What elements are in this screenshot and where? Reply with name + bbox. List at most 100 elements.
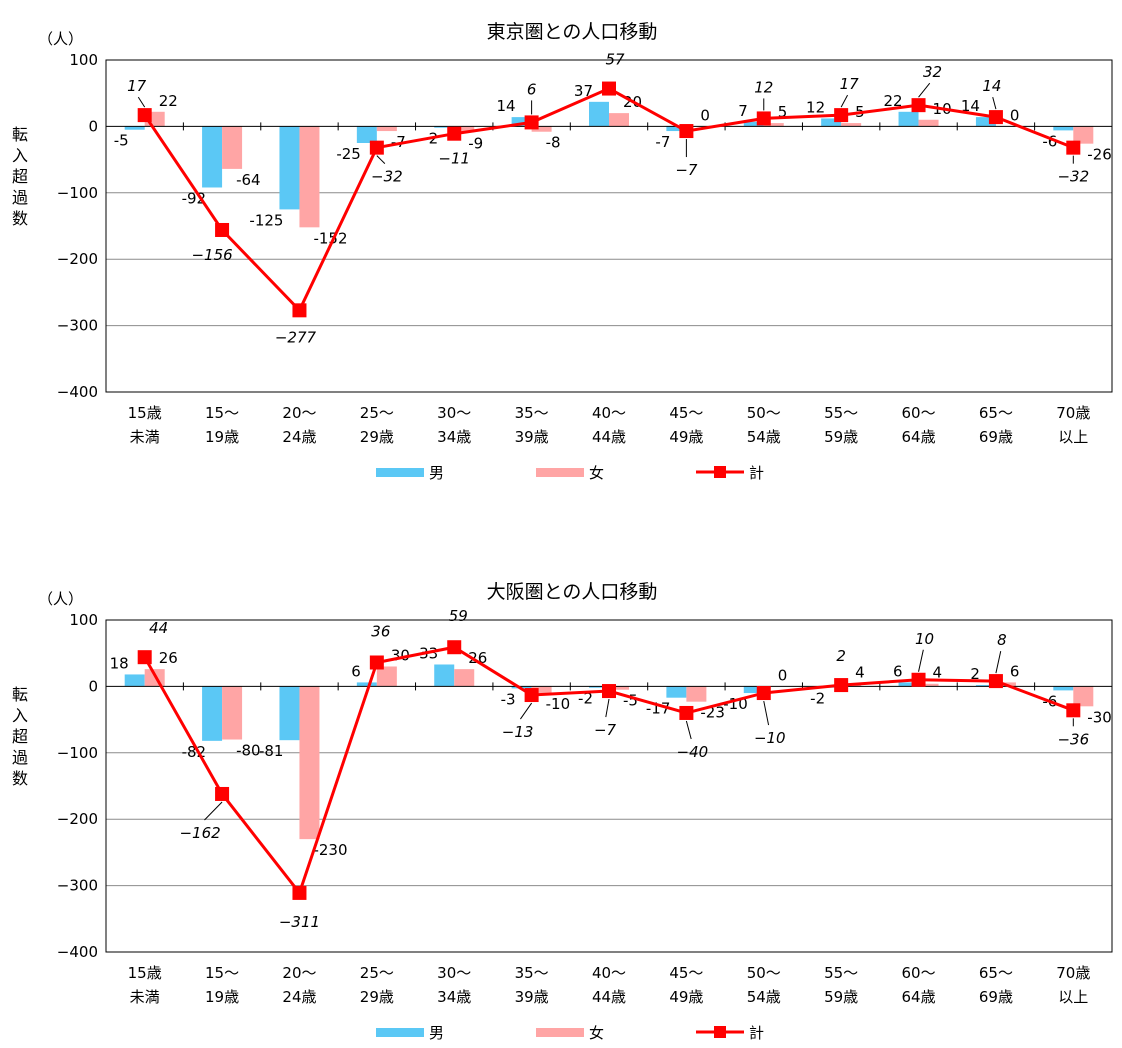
total-marker bbox=[137, 650, 152, 665]
bar-male bbox=[1053, 686, 1074, 691]
data-label-total: 36 bbox=[371, 622, 390, 640]
data-label-male: -25 bbox=[336, 145, 361, 163]
data-label-total: −156 bbox=[191, 246, 232, 264]
leader-line bbox=[763, 700, 770, 726]
leader-line bbox=[918, 82, 931, 98]
bar-male bbox=[589, 101, 609, 127]
y-tick-label: 0 bbox=[88, 677, 98, 695]
total-marker bbox=[834, 678, 849, 693]
x-tick-label: 以上 bbox=[1058, 988, 1088, 1006]
total-marker bbox=[369, 140, 384, 155]
x-tick-label: 34歳 bbox=[437, 988, 471, 1006]
x-tick-label: 30～ bbox=[437, 964, 471, 982]
data-label-female: 5 bbox=[778, 103, 788, 121]
legend-swatch-male bbox=[376, 1028, 424, 1037]
data-label-male: -2 bbox=[810, 690, 825, 708]
data-label-female: -8 bbox=[546, 134, 561, 152]
data-label-female: 26 bbox=[468, 649, 487, 667]
x-tick-label: 20～ bbox=[282, 404, 316, 422]
leader-line bbox=[605, 698, 610, 718]
total-marker bbox=[137, 108, 152, 123]
bar-male bbox=[975, 117, 996, 127]
plot-frame bbox=[105, 59, 1113, 393]
data-label-male: 6 bbox=[893, 662, 903, 680]
legend-swatch-male bbox=[376, 468, 424, 477]
bar-female bbox=[609, 113, 629, 127]
x-tick-label: 20～ bbox=[282, 964, 316, 982]
total-marker bbox=[602, 684, 616, 699]
bar-female bbox=[376, 666, 397, 687]
bar-male bbox=[202, 686, 223, 741]
x-tick-label: 50～ bbox=[747, 964, 781, 982]
leader-line bbox=[685, 720, 692, 740]
legend: 男女計 bbox=[376, 464, 764, 482]
x-tick-label: 65～ bbox=[979, 404, 1013, 422]
y-axis-label-char: 転 bbox=[12, 685, 28, 704]
chart-title: 大阪圏との人口移動 bbox=[487, 581, 658, 603]
total-marker bbox=[369, 655, 384, 670]
bar-male bbox=[666, 126, 687, 132]
bar-female bbox=[454, 669, 475, 687]
total-marker bbox=[215, 222, 230, 237]
x-tick-label: 15～ bbox=[205, 964, 239, 982]
data-label-total: 6 bbox=[527, 80, 537, 98]
x-tick-label: 49歳 bbox=[669, 988, 703, 1006]
data-label-female: 0 bbox=[700, 106, 710, 124]
y-axis-label-char: 過 bbox=[12, 748, 28, 767]
x-tick-label: 40～ bbox=[592, 964, 626, 982]
x-tick-label: 39歳 bbox=[515, 428, 549, 446]
y-tick-label: 100 bbox=[69, 611, 98, 629]
data-label-male: 14 bbox=[961, 97, 980, 115]
legend-label-total: 計 bbox=[749, 1024, 764, 1042]
data-label-male: -3 bbox=[501, 690, 516, 708]
x-tick-label: 24歳 bbox=[282, 988, 316, 1006]
bar-female bbox=[222, 126, 243, 169]
x-tick-label: 45～ bbox=[669, 404, 703, 422]
y-tick-label: −100 bbox=[57, 184, 98, 202]
data-label-total: 8 bbox=[997, 631, 1007, 649]
bar-male bbox=[589, 686, 609, 688]
data-label-female: 4 bbox=[933, 664, 943, 682]
bar-female bbox=[531, 686, 552, 694]
total-marker bbox=[447, 126, 462, 141]
leader-line bbox=[137, 96, 146, 108]
bar-male bbox=[821, 118, 842, 127]
x-tick-label: 24歳 bbox=[282, 428, 316, 446]
bar-male bbox=[434, 664, 455, 687]
x-tick-label: 35～ bbox=[515, 404, 549, 422]
data-label-male: -5 bbox=[114, 132, 129, 150]
bar-female bbox=[1073, 126, 1094, 144]
x-tick-label: 未満 bbox=[130, 988, 160, 1006]
bar-female bbox=[686, 686, 707, 702]
x-tick-label: 29歳 bbox=[360, 988, 394, 1006]
data-label-male: -81 bbox=[259, 742, 284, 760]
leader-line bbox=[918, 649, 924, 672]
x-tick-label: 69歳 bbox=[979, 428, 1013, 446]
y-axis-label-char: 過 bbox=[12, 188, 28, 207]
x-tick-label: 39歳 bbox=[515, 988, 549, 1006]
bar-female bbox=[918, 683, 939, 687]
y-tick-label: −300 bbox=[57, 877, 98, 895]
data-label-total: 44 bbox=[149, 619, 168, 637]
total-marker bbox=[292, 885, 307, 900]
leader-line bbox=[204, 801, 223, 821]
data-label-total: 12 bbox=[754, 78, 773, 96]
x-tick-label: 以上 bbox=[1058, 428, 1088, 446]
y-axis-label-char: 入 bbox=[12, 706, 28, 725]
legend-swatch-total-marker bbox=[714, 1026, 726, 1038]
x-tick-label: 15歳 bbox=[128, 404, 162, 422]
y-tick-label: 0 bbox=[88, 117, 98, 135]
data-label-male: -7 bbox=[655, 133, 670, 151]
data-label-female: -64 bbox=[236, 171, 260, 189]
leader-line bbox=[520, 702, 533, 720]
x-tick-label: 50～ bbox=[747, 404, 781, 422]
x-tick-label: 44歳 bbox=[592, 428, 626, 446]
chart-title: 東京圏との人口移動 bbox=[487, 21, 658, 43]
total-marker bbox=[911, 672, 926, 687]
total-marker bbox=[524, 688, 539, 703]
data-label-female: -30 bbox=[1087, 708, 1112, 726]
